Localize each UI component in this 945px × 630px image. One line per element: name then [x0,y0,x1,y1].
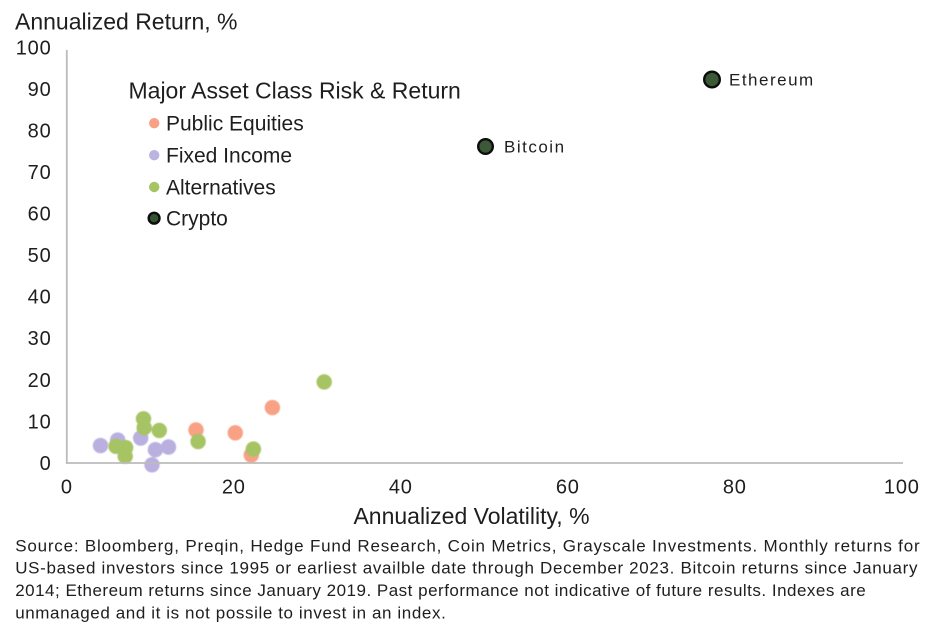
svg-text:Alternatives: Alternatives [166,176,276,199]
svg-text:Source: Bloomberg, Preqin, Hed: Source: Bloomberg, Preqin, Hedge Fund Re… [15,536,920,555]
svg-text:90: 90 [28,79,52,101]
svg-text:Public Equities: Public Equities [166,113,304,136]
svg-text:10: 10 [28,411,52,433]
svg-text:40: 40 [389,477,413,499]
svg-text:unmanaged and it is not possil: unmanaged and it is not possile to inves… [15,603,446,622]
svg-text:100: 100 [16,38,52,60]
svg-text:50: 50 [28,245,52,267]
svg-text:Crypto: Crypto [166,208,228,231]
svg-text:2014; Ethereum returns since J: 2014; Ethereum returns since January 201… [15,581,866,600]
svg-text:Bitcoin: Bitcoin [504,138,566,157]
svg-text:Annualized Return, %: Annualized Return, % [15,9,237,35]
svg-text:60: 60 [556,477,580,499]
svg-text:20: 20 [222,477,246,499]
svg-text:40: 40 [28,287,52,309]
svg-text:Fixed Income: Fixed Income [166,145,292,168]
svg-text:Annualized Volatility, %: Annualized Volatility, % [353,503,589,529]
svg-text:70: 70 [28,162,52,184]
svg-text:US-based investors since 1995: US-based investors since 1995 or earlies… [15,559,918,578]
svg-text:Major Asset Class Risk & Retur: Major Asset Class Risk & Return [129,78,461,104]
svg-text:Ethereum: Ethereum [729,71,815,90]
svg-text:100: 100 [884,477,920,499]
svg-text:0: 0 [40,453,52,475]
svg-text:80: 80 [723,477,747,499]
svg-text:60: 60 [28,204,52,226]
svg-text:0: 0 [61,477,73,499]
svg-text:30: 30 [28,328,52,350]
svg-text:80: 80 [28,121,52,143]
svg-text:20: 20 [28,370,52,392]
